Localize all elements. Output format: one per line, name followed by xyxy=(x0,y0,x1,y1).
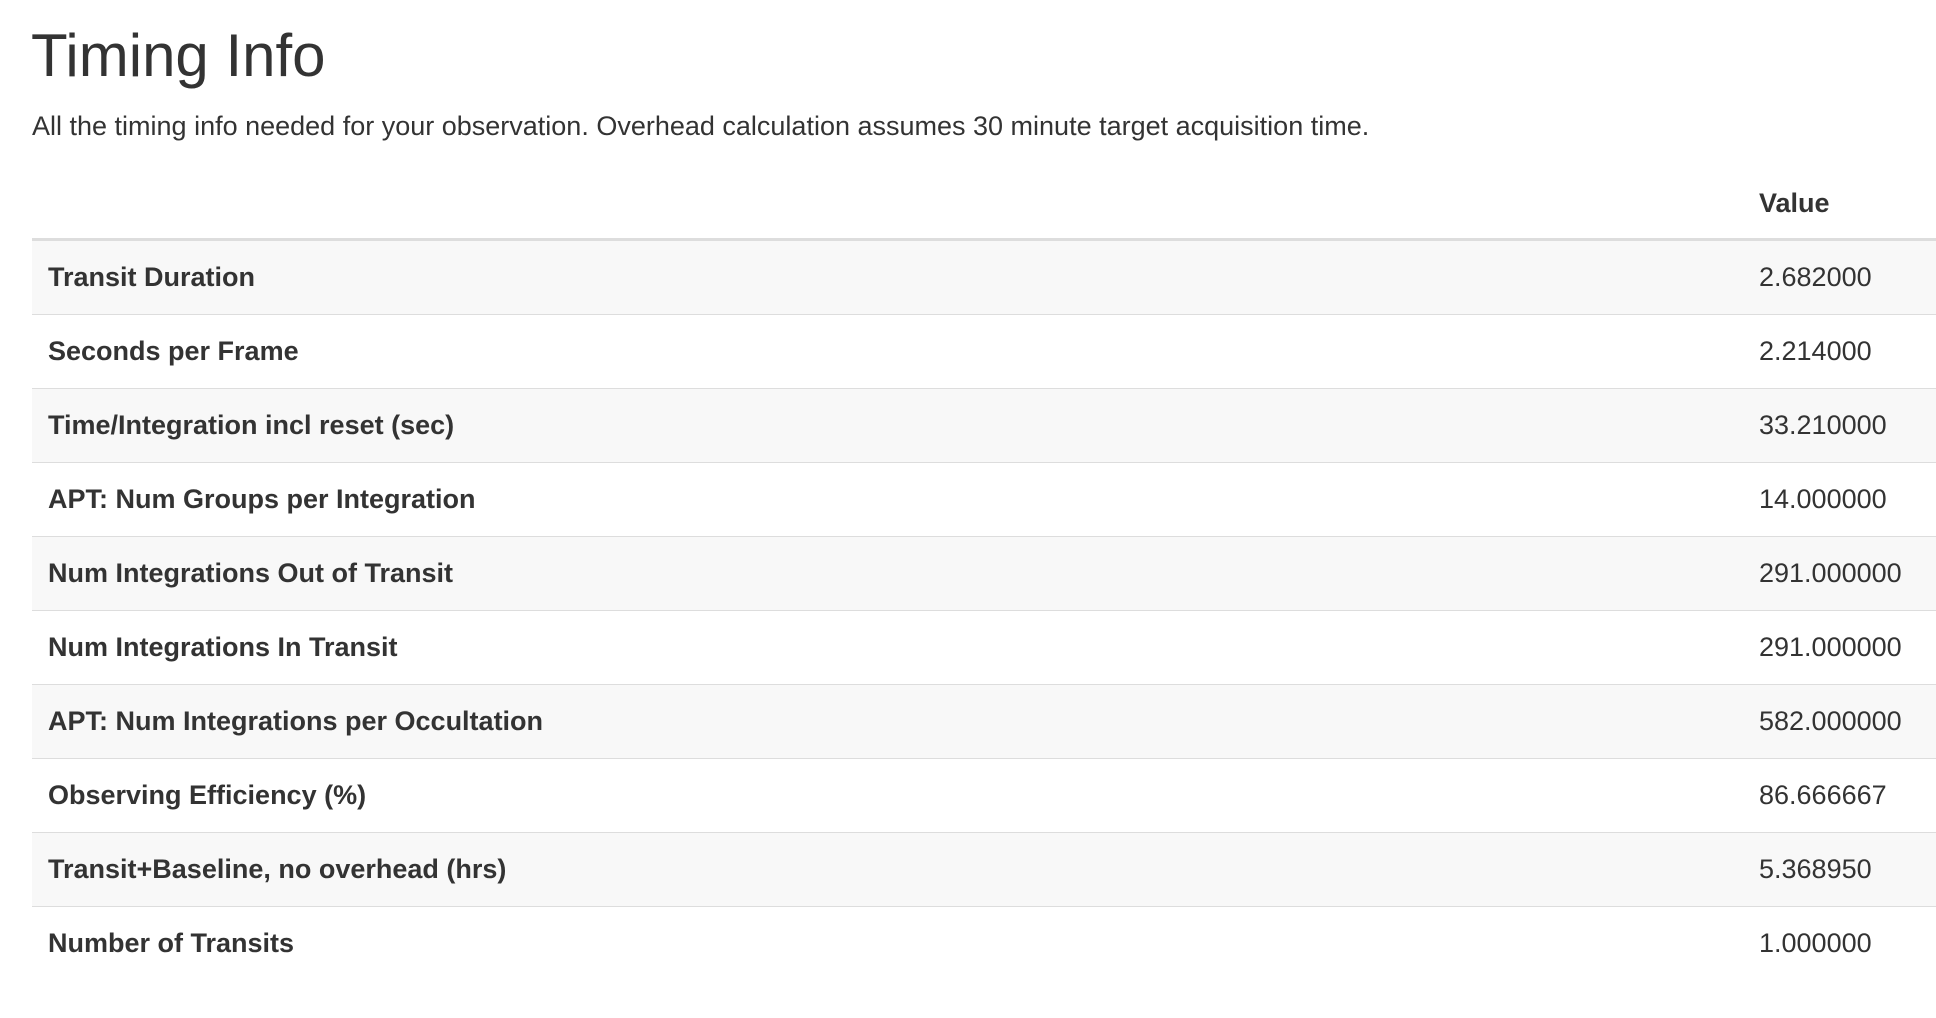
row-value: 2.682000 xyxy=(1743,239,1936,315)
table-header: Value xyxy=(32,168,1936,241)
row-label: Seconds per Frame xyxy=(32,314,1743,389)
column-header-value: Value xyxy=(1743,168,1936,241)
row-label: Time/Integration incl reset (sec) xyxy=(32,388,1743,463)
table-row: Time/Integration incl reset (sec) 33.210… xyxy=(32,388,1936,463)
table-row: Num Integrations In Transit 291.000000 xyxy=(32,610,1936,685)
row-value: 5.368950 xyxy=(1743,832,1936,907)
row-label: Number of Transits xyxy=(48,928,295,958)
row-label: Num Integrations Out of Transit xyxy=(32,536,1743,611)
page-title: Timing Info xyxy=(31,22,326,89)
table-row: Transit Duration 2.682000 xyxy=(32,239,1936,315)
row-value: 1.000000 xyxy=(1759,928,1872,958)
table-row: APT: Num Integrations per Occultation 58… xyxy=(32,684,1936,759)
page-subtitle: All the timing info needed for your obse… xyxy=(32,111,1370,141)
table-row: Num Integrations Out of Transit 291.0000… xyxy=(32,536,1936,611)
table-row: APT: Num Groups per Integration 14.00000… xyxy=(32,462,1936,537)
table-row: Seconds per Frame 2.214000 xyxy=(32,314,1936,389)
row-value: 86.666667 xyxy=(1743,758,1936,833)
row-label: Num Integrations In Transit xyxy=(32,610,1743,685)
row-value: 582.000000 xyxy=(1743,684,1936,759)
column-header-label xyxy=(32,168,1743,241)
table-body: Transit Duration 2.682000 Seconds per Fr… xyxy=(32,239,1936,981)
row-label: APT: Num Integrations per Occultation xyxy=(32,684,1743,759)
table-row: Number of Transits 1.000000 xyxy=(32,907,1936,981)
table-row: Transit+Baseline, no overhead (hrs) 5.36… xyxy=(32,832,1936,907)
row-label: Transit+Baseline, no overhead (hrs) xyxy=(32,832,1743,907)
table-header-row: Value xyxy=(32,168,1936,241)
row-label: Transit Duration xyxy=(32,239,1743,315)
row-label: APT: Num Groups per Integration xyxy=(32,462,1743,537)
row-value: 291.000000 xyxy=(1743,536,1936,611)
row-value: 291.000000 xyxy=(1743,610,1936,685)
timing-table: Value Transit Duration 2.682000 Seconds … xyxy=(32,168,1936,980)
table-row: Observing Efficiency (%) 86.666667 xyxy=(32,758,1936,833)
row-value: 2.214000 xyxy=(1743,314,1936,389)
row-value: 14.000000 xyxy=(1743,462,1936,537)
row-label: Observing Efficiency (%) xyxy=(32,758,1743,833)
row-value: 33.210000 xyxy=(1743,388,1936,463)
